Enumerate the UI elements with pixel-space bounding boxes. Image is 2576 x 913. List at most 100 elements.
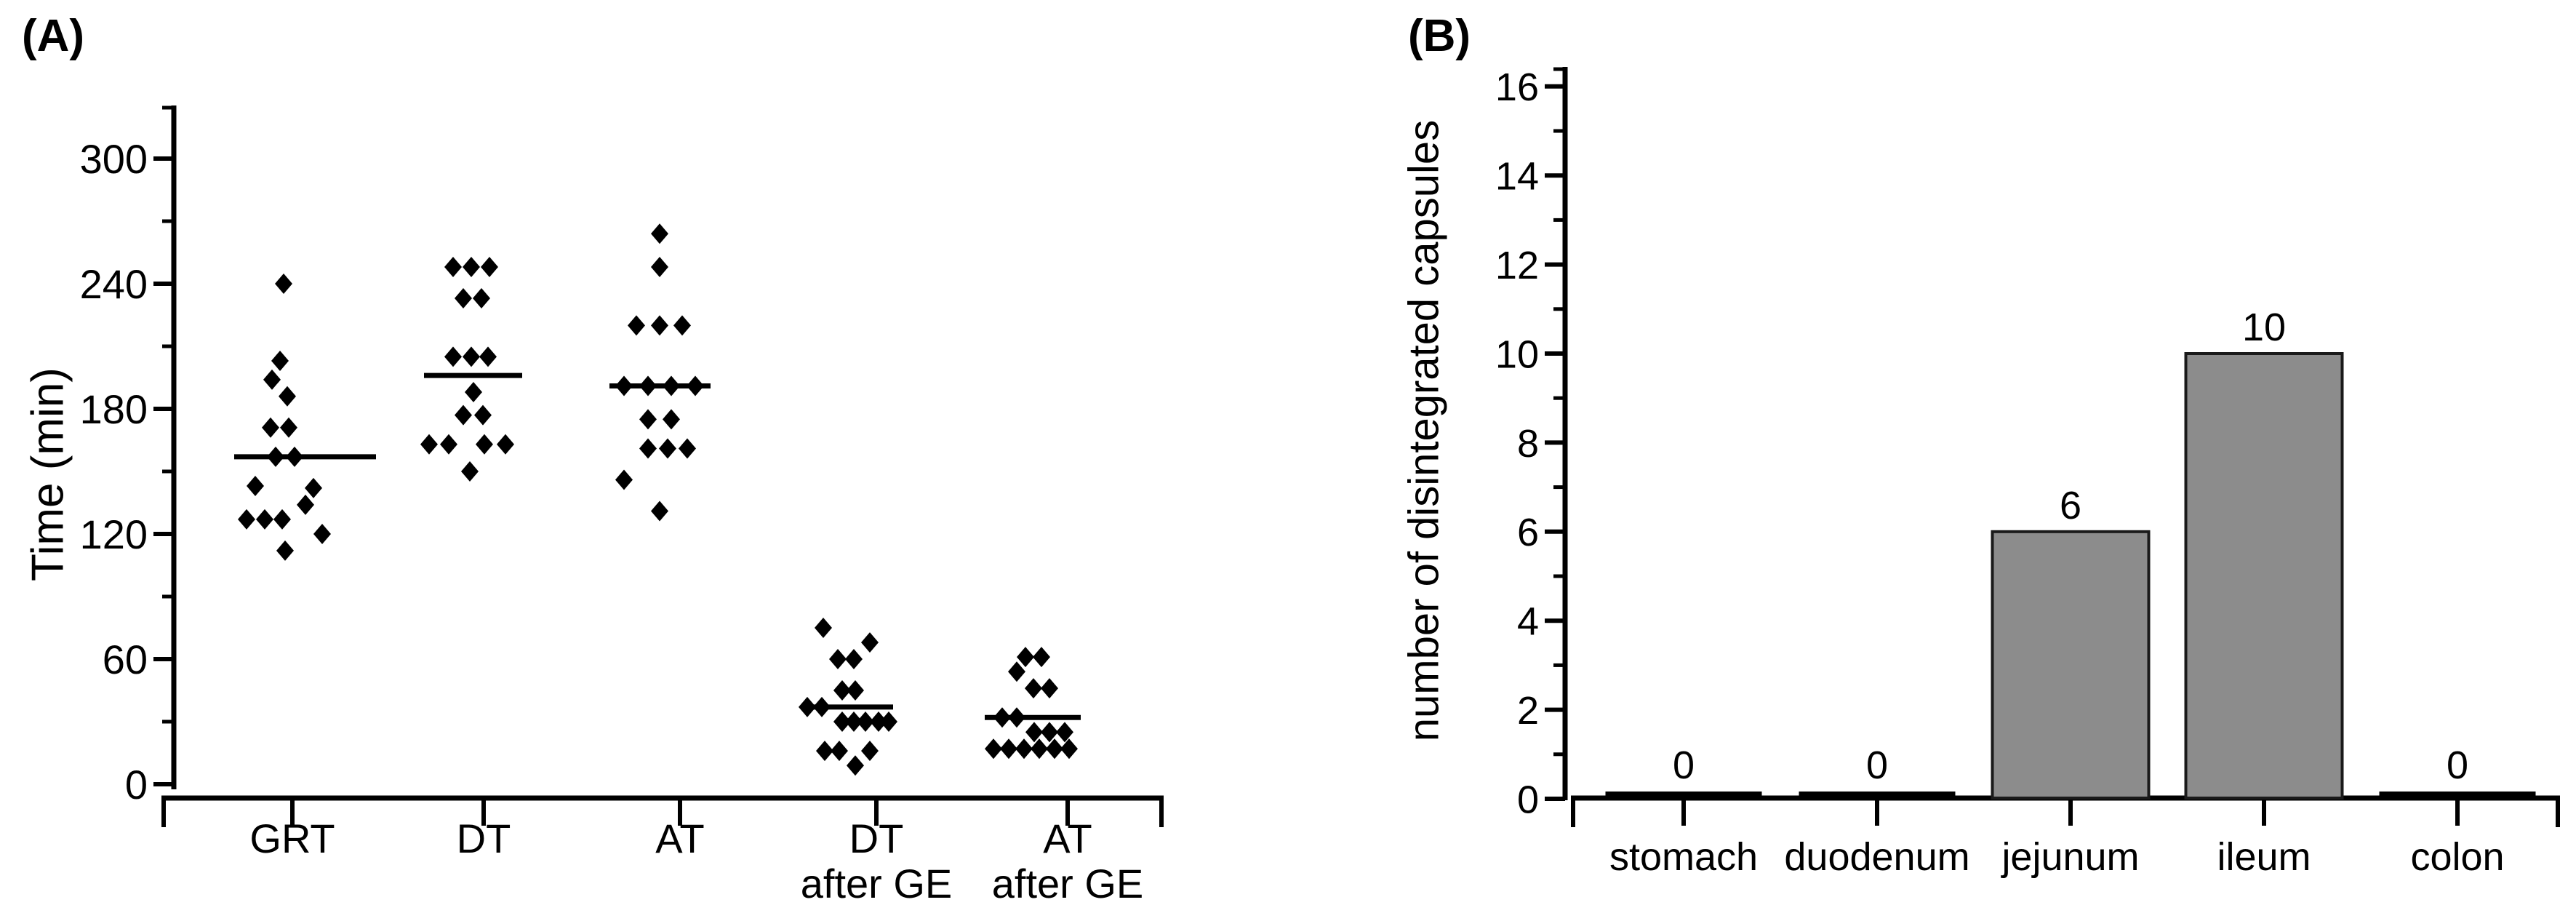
scatter-point <box>1033 647 1050 668</box>
x-category-label: duodenum <box>1784 835 1969 879</box>
scatter-point <box>238 509 255 530</box>
panel-b-label: (B) <box>1408 11 1471 61</box>
scatter-point <box>833 711 851 732</box>
scatter-point <box>663 375 680 396</box>
scatter-point <box>845 648 863 669</box>
scatter-point <box>474 404 492 426</box>
scatter-point <box>651 501 668 522</box>
scatter-point <box>1031 738 1048 759</box>
scatter-point <box>815 617 832 638</box>
panel-b-plot: 0 stomach 0 duodenum 6 jejunum 10 ileum 0 colon <box>1605 306 2536 879</box>
scatter-point <box>985 738 1002 759</box>
scatter-point <box>420 434 438 455</box>
scatter-point <box>799 696 816 717</box>
scatter-point <box>280 417 297 438</box>
scatter-point <box>1041 678 1058 699</box>
scatter-point <box>286 446 303 467</box>
scatter-point <box>870 711 887 732</box>
scatter-point <box>659 438 676 459</box>
scatter-point <box>444 346 462 367</box>
scatter-point <box>857 711 874 732</box>
bar-ileum <box>2184 352 2344 800</box>
scatter-point <box>440 434 457 455</box>
scatter-point <box>262 417 279 438</box>
scatter-point <box>651 223 668 244</box>
y-tick-label: 8 <box>1517 422 1539 466</box>
panel-a-axes: 0 60 120 180 240 300 <box>80 105 1164 827</box>
x-category-label: after GE <box>801 861 953 906</box>
x-category-label: AT <box>1043 816 1092 861</box>
panel-b-y-axis-title: number of disintegrated capsules <box>1400 119 1448 742</box>
scatter-point <box>1060 738 1078 759</box>
scatter-point <box>816 741 833 762</box>
bar-stomach <box>1605 792 1762 797</box>
x-category-label: jejunum <box>2000 835 2139 879</box>
y-tick-label: 0 <box>1517 778 1539 821</box>
scatter-point <box>615 469 633 490</box>
scatter-point <box>861 741 879 762</box>
scatter-point <box>247 476 264 497</box>
scatter-point <box>651 257 668 278</box>
scatter-point <box>639 375 657 396</box>
x-category-label: ileum <box>2217 835 2311 879</box>
bar-jejunum <box>1991 530 2151 800</box>
y-tick-label: 0 <box>125 762 148 808</box>
panel-a-label: (A) <box>22 11 85 61</box>
scatter-point <box>444 257 462 278</box>
scatter-point <box>615 375 633 396</box>
x-category-label: after GE <box>992 861 1144 906</box>
scatter-point <box>479 346 497 367</box>
y-tick-label: 60 <box>103 637 148 682</box>
scatter-point <box>1025 678 1042 699</box>
scatter-point <box>455 404 472 426</box>
scatter-point <box>847 679 864 701</box>
x-category-label: stomach <box>1609 835 1758 879</box>
y-tick-label: 16 <box>1495 65 1539 109</box>
panel-b-axes: 0 2 4 6 8 10 12 14 16 <box>1495 65 2560 827</box>
scatter-point <box>831 741 848 762</box>
scatter-point <box>880 711 897 732</box>
scatter-point <box>313 523 331 544</box>
bar-value-label: 0 <box>2447 743 2468 787</box>
scatter-point <box>465 382 482 403</box>
y-tick-label: 10 <box>1495 332 1539 376</box>
y-tick-label: 4 <box>1517 600 1539 644</box>
x-category-label: AT <box>655 816 704 861</box>
panel-a-y-axis-title: Time (min) <box>23 367 73 581</box>
y-tick-label: 180 <box>80 386 148 432</box>
scatter-point <box>1025 722 1043 743</box>
y-tick-label: 300 <box>80 136 148 182</box>
scatter-point <box>829 648 847 669</box>
bar-value-label: 0 <box>1673 743 1695 787</box>
scatter-point <box>679 438 696 459</box>
scatter-point <box>473 288 490 309</box>
scatter-point <box>481 257 498 278</box>
scatter-point <box>305 477 322 498</box>
bar-duodenum <box>1799 792 1956 797</box>
scatter-point <box>1046 738 1063 759</box>
scatter-point <box>639 409 657 430</box>
scatter-point <box>845 711 863 732</box>
scatter-point <box>497 434 514 455</box>
x-category-label: DT <box>457 816 511 861</box>
y-tick-label: 120 <box>80 511 148 557</box>
y-tick-label: 14 <box>1495 155 1539 199</box>
scatter-point <box>275 273 292 294</box>
scatter-point <box>256 509 273 530</box>
scatter-point <box>833 679 851 701</box>
y-tick-label: 12 <box>1495 244 1539 287</box>
scatter-point <box>628 315 645 336</box>
y-tick-label: 6 <box>1517 511 1539 554</box>
scatter-point <box>463 346 480 367</box>
scatter-point <box>263 369 281 390</box>
scatter-point <box>297 494 314 515</box>
scatter-point <box>1000 738 1017 759</box>
bar-colon <box>2379 792 2536 797</box>
scatter-point <box>847 755 864 776</box>
scatter-point <box>267 446 284 467</box>
bar-value-label: 0 <box>1866 743 1888 787</box>
y-tick-label: 2 <box>1517 689 1539 733</box>
scatter-point <box>1008 707 1025 728</box>
